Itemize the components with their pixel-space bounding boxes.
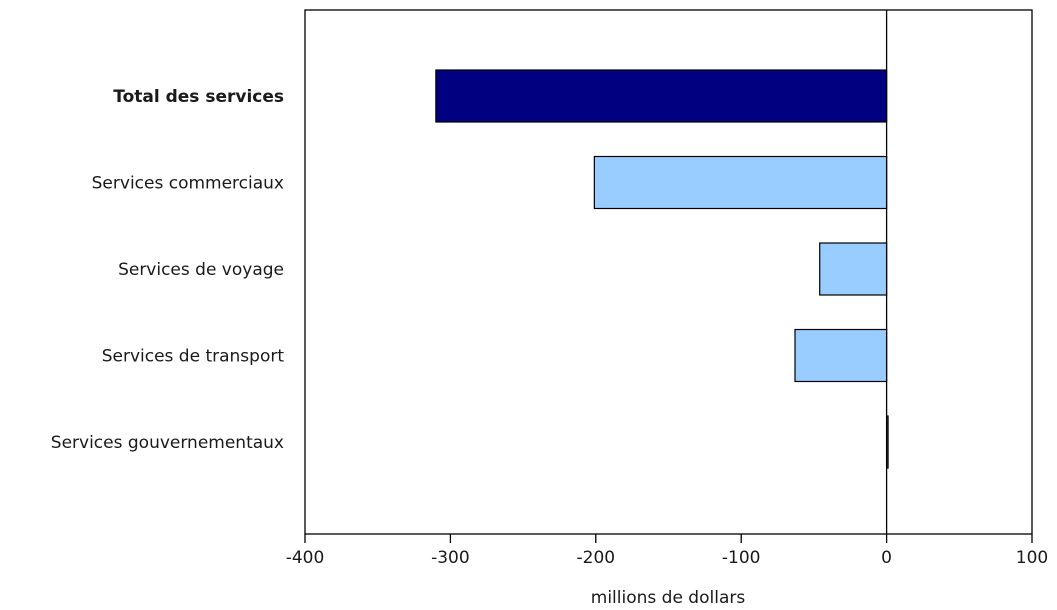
bar-2: [819, 242, 888, 296]
category-label-4: Services gouvernementaux: [51, 433, 284, 453]
x-tick-label-5: 100: [1016, 548, 1048, 568]
bar-3: [794, 328, 888, 383]
category-label-1: Services commerciaux: [92, 174, 284, 194]
bar-0: [435, 69, 888, 123]
x-tick-label-0: -400: [286, 548, 325, 568]
category-labels: Total des services Services commerciaux Se…: [51, 87, 285, 453]
x-axis-label: millions de dollars: [591, 588, 746, 606]
plot-frame: [304, 9, 1033, 535]
category-label-2: Services de voyage: [118, 260, 284, 280]
x-tick-label-2: -200: [577, 548, 616, 568]
bar-1: [593, 155, 888, 210]
bars-layer: [435, 69, 889, 469]
x-axis-ticks: -400 -300 -200 -100 0 100: [286, 534, 1048, 568]
x-tick-label-1: -300: [431, 548, 470, 568]
x-tick-label-3: -100: [722, 548, 761, 568]
x-tick-label-4: 0: [881, 548, 892, 568]
category-label-3: Services de transport: [102, 347, 285, 367]
category-label-0: Total des services: [113, 87, 284, 107]
